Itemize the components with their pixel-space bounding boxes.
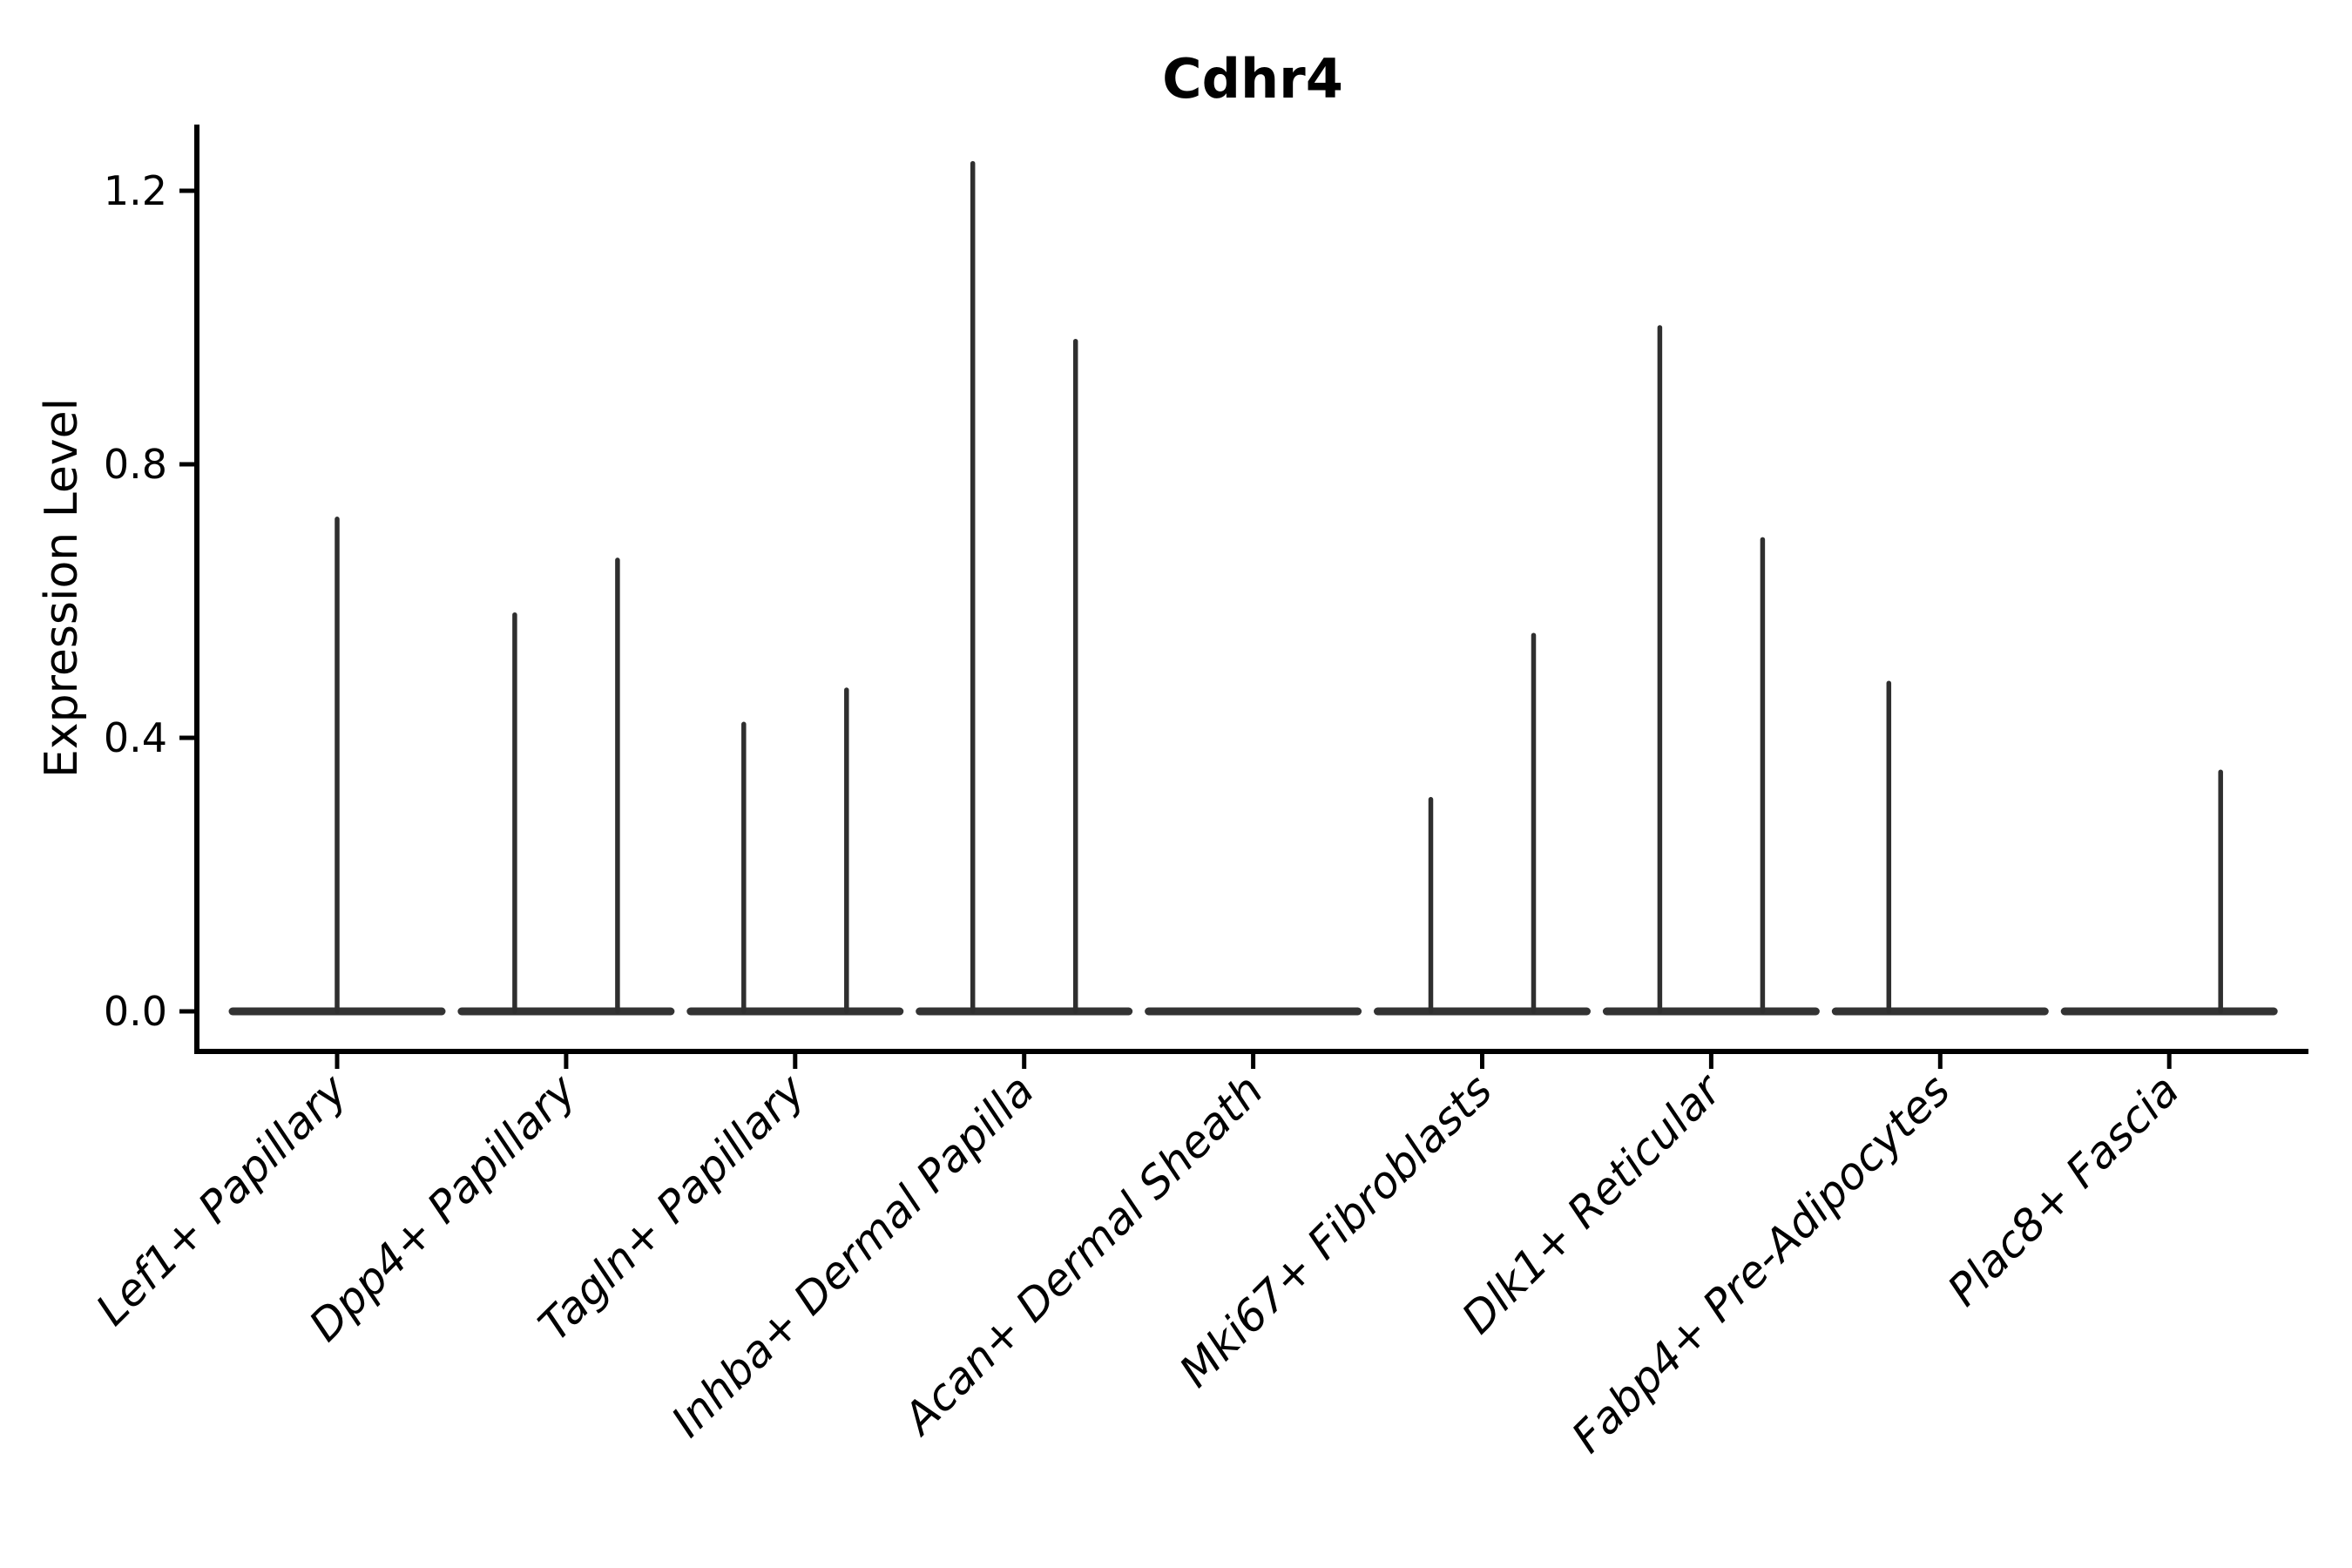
- y-tick-label: 0.0: [104, 988, 167, 1035]
- y-axis-label: Expression Level: [36, 398, 88, 778]
- x-tick-label: Fabp4+ Pre-Adipocytes: [1562, 1064, 1960, 1463]
- x-tick-label: Plac8+ Fascia: [1938, 1064, 2189, 1315]
- y-tick-label: 0.4: [104, 714, 167, 761]
- y-axis: 0.0 0.4 0.8 1.2: [104, 167, 197, 1035]
- chart-title: Cdhr4: [1162, 47, 1343, 111]
- violin-series: [228, 160, 2278, 1016]
- x-tick-label: Lef1+ Papillary: [86, 1064, 357, 1335]
- x-tick-label: Inhba+ Dermal Papilla: [662, 1064, 1044, 1446]
- x-tick-label: Acan+ Dermal Sheath: [892, 1064, 1273, 1445]
- y-tick-label: 0.8: [104, 441, 167, 488]
- y-tick-label: 1.2: [104, 167, 167, 214]
